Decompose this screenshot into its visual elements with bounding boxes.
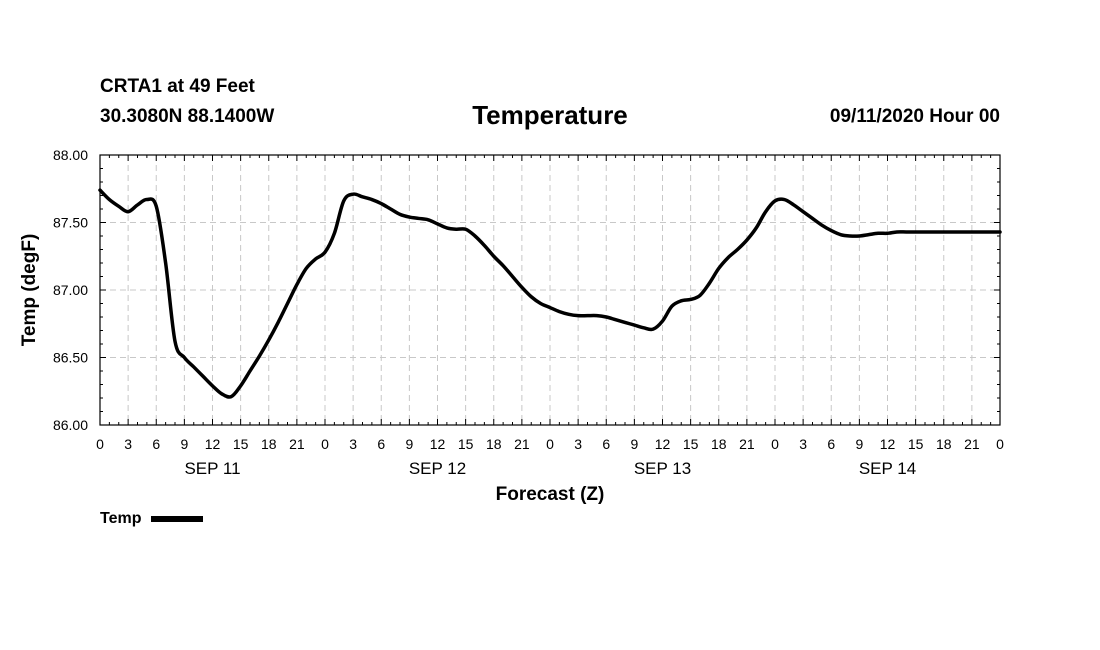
x-tick-label: 21 xyxy=(739,436,755,452)
x-tick-label: 0 xyxy=(96,436,104,452)
day-label: SEP 11 xyxy=(184,459,240,478)
plot-frame xyxy=(99,154,1001,426)
grid-lines xyxy=(100,155,1000,425)
legend-label-temp: Temp xyxy=(100,510,142,527)
x-tick-label: 6 xyxy=(602,436,610,452)
x-tick-label: 0 xyxy=(771,436,779,452)
day-label: SEP 13 xyxy=(634,459,691,478)
x-tick-label: 18 xyxy=(486,436,502,452)
x-tick-label: 3 xyxy=(574,436,582,452)
axis-labels: 0 3 6 9 12 15 18 21 0 3 6 9 12 15 18 21 0 3 6 9 12 15 18 21 0 3 6 9… xyxy=(53,147,1004,478)
x-tick-label: 9 xyxy=(855,436,863,452)
x-tick-label: 12 xyxy=(205,436,221,452)
y-tick-label: 87.00 xyxy=(53,282,88,298)
y-tick-label: 86.50 xyxy=(53,350,88,366)
x-tick-label: 0 xyxy=(546,436,554,452)
x-tick-label: 12 xyxy=(655,436,671,452)
x-tick-label: 6 xyxy=(827,436,835,452)
x-tick-label: 3 xyxy=(349,436,357,452)
x-tick-label: 15 xyxy=(683,436,699,452)
x-tick-label: 12 xyxy=(430,436,446,452)
x-tick-label: 3 xyxy=(124,436,132,452)
x-tick-label: 9 xyxy=(180,436,188,452)
x-tick-label: 12 xyxy=(880,436,896,452)
legend: Temp xyxy=(100,510,204,528)
x-axis-label: Forecast (Z) xyxy=(496,484,605,505)
y-tick-label: 87.50 xyxy=(53,215,88,231)
legend-swatch-temp xyxy=(151,516,204,522)
x-tick-label: 21 xyxy=(964,436,980,452)
station-name: CRTA1 at 49 Feet xyxy=(100,76,255,97)
y-tick-label: 86.00 xyxy=(53,417,88,433)
x-tick-label: 18 xyxy=(936,436,952,452)
x-tick-label: 6 xyxy=(377,436,385,452)
x-tick-label: 18 xyxy=(261,436,277,452)
x-tick-label: 9 xyxy=(405,436,413,452)
x-tick-label: 15 xyxy=(233,436,249,452)
x-tick-label: 18 xyxy=(711,436,727,452)
series-layer xyxy=(98,188,1002,399)
day-label: SEP 14 xyxy=(859,459,916,478)
x-tick-label: 9 xyxy=(630,436,638,452)
day-label: SEP 12 xyxy=(409,459,466,478)
chart-title: Temperature xyxy=(472,100,628,130)
x-tick-label: 0 xyxy=(321,436,329,452)
forecast-datetime: 09/11/2020 Hour 00 xyxy=(829,106,1000,127)
x-tick-label: 0 xyxy=(996,436,1004,452)
x-tick-label: 21 xyxy=(514,436,530,452)
y-axis-label: Temp (degF) xyxy=(19,234,40,347)
y-tick-label: 88.00 xyxy=(53,147,88,163)
station-coordinates: 30.3080N 88.1400W xyxy=(100,106,275,127)
x-tick-label: 6 xyxy=(152,436,160,452)
x-tick-label: 15 xyxy=(458,436,474,452)
series-line-temp xyxy=(98,188,1002,399)
x-tick-label: 15 xyxy=(908,436,924,452)
x-tick-label: 21 xyxy=(289,436,305,452)
x-tick-label: 3 xyxy=(799,436,807,452)
